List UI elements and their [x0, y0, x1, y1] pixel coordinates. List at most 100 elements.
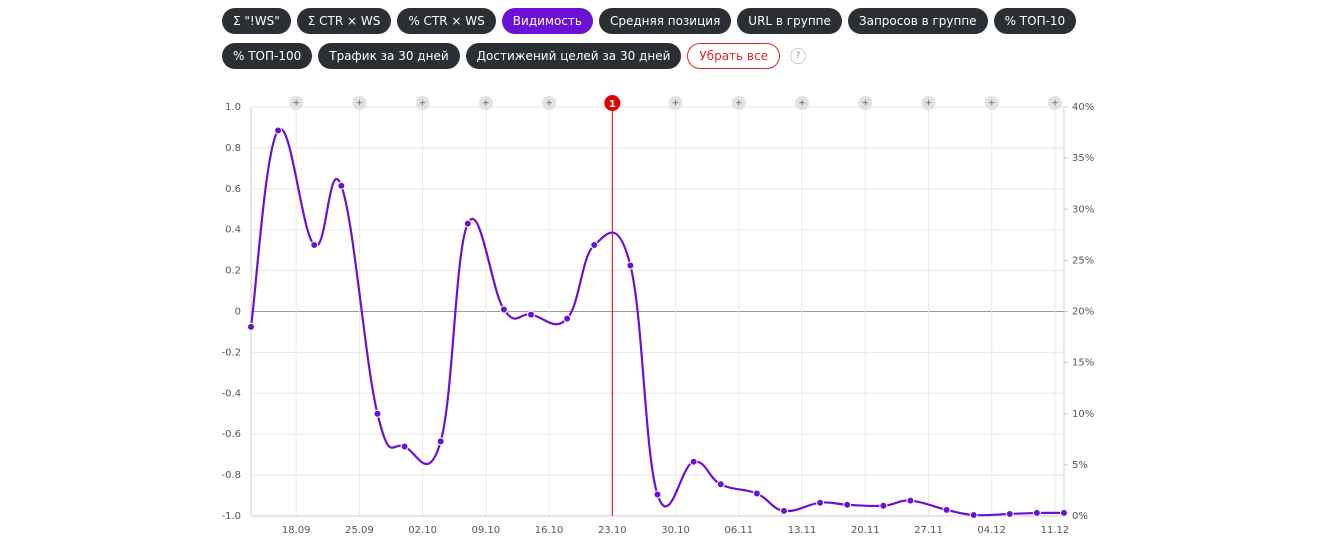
add-annotation-plus: + — [988, 99, 996, 109]
y2-tick-label: 35% — [1072, 153, 1094, 164]
data-point — [906, 496, 915, 505]
data-point — [626, 261, 635, 270]
x-tick-label: 23.10 — [598, 525, 627, 536]
add-annotation-icon — [478, 96, 493, 110]
data-point — [247, 322, 255, 331]
y-tick-label: 1.0 — [225, 102, 241, 113]
add-annotation-icon — [1047, 96, 1062, 110]
y2-tick-label: 5% — [1072, 460, 1088, 471]
metric-button[interactable]: % ТОП-10 — [993, 8, 1077, 34]
annotation-label: 1 — [609, 99, 616, 110]
x-tick-label: 27.11 — [914, 525, 943, 536]
data-point — [716, 480, 725, 489]
metric-button[interactable]: Σ CTR × WS — [296, 8, 392, 34]
data-point — [499, 305, 508, 314]
x-tick-label: 20.11 — [851, 525, 880, 536]
data-point — [752, 489, 761, 498]
add-annotation-icon — [542, 96, 557, 110]
add-annotation-icon — [795, 96, 810, 110]
add-annotation-icon — [921, 96, 936, 110]
data-point — [969, 510, 978, 519]
data-point — [816, 498, 825, 507]
annotation-badge — [604, 95, 621, 111]
y-tick-label: -1.0 — [221, 511, 241, 522]
data-point — [436, 437, 445, 446]
data-point — [527, 310, 536, 319]
y-tick-label: -0.4 — [221, 388, 241, 399]
metric-button[interactable]: Запросов в группе — [847, 8, 988, 34]
y-tick-label: -0.6 — [221, 429, 241, 440]
add-annotation-plus: + — [292, 99, 300, 109]
add-annotation-icon — [668, 96, 683, 110]
y-tick-label: 0 — [235, 307, 241, 318]
data-point — [942, 505, 951, 514]
add-annotation-icon — [289, 96, 304, 110]
add-annotation-plus: + — [482, 99, 490, 109]
metric-button[interactable]: Трафик за 30 дней — [318, 43, 460, 69]
metric-button[interactable]: Достижений целей за 30 дней — [465, 43, 682, 69]
x-tick-label: 25.09 — [345, 525, 374, 536]
metric-button[interactable]: Средняя позиция — [598, 8, 732, 34]
data-point — [1060, 508, 1068, 517]
series-line — [249, 127, 1065, 517]
add-annotation-plus: + — [735, 99, 743, 109]
y-tick-label: -0.2 — [221, 347, 241, 358]
add-annotation-plus: + — [798, 99, 806, 109]
add-annotation-plus: + — [1051, 99, 1059, 109]
add-annotation-plus: + — [356, 99, 364, 109]
y2-tick-label: 40% — [1072, 102, 1094, 113]
y2-tick-label: 15% — [1072, 358, 1094, 369]
data-point — [310, 241, 319, 250]
add-annotation-icon — [731, 96, 746, 110]
data-point — [689, 457, 698, 466]
y2-tick-label: 30% — [1072, 204, 1094, 215]
metric-button[interactable]: % ТОП-100 — [222, 43, 313, 69]
add-annotation-plus: + — [861, 99, 869, 109]
x-tick-label: 11.12 — [1041, 525, 1070, 536]
x-tick-label: 18.09 — [282, 525, 311, 536]
y-tick-label: 0.6 — [225, 184, 241, 195]
x-tick-label: 30.10 — [661, 525, 690, 536]
metric-button[interactable]: Σ "!WS" — [222, 8, 291, 34]
y2-tick-label: 0% — [1072, 511, 1088, 522]
y2-tick-label: 25% — [1072, 255, 1094, 266]
data-point — [843, 500, 852, 509]
x-tick-label: 04.12 — [977, 525, 1006, 536]
data-point — [274, 126, 283, 135]
help-icon[interactable]: ? — [790, 48, 806, 64]
metric-button[interactable]: Видимость — [501, 8, 593, 34]
data-point — [1032, 508, 1041, 517]
data-point — [373, 409, 382, 418]
data-point — [337, 181, 346, 190]
x-tick-label: 02.10 — [408, 525, 437, 536]
y-tick-label: 0.4 — [225, 225, 241, 236]
add-annotation-icon — [858, 96, 873, 110]
add-annotation-plus: + — [545, 99, 553, 109]
add-annotation-icon — [415, 96, 430, 110]
add-annotation-plus: + — [419, 99, 427, 109]
add-annotation-plus: + — [925, 99, 933, 109]
data-point — [653, 490, 662, 499]
y-tick-label: 0.2 — [225, 266, 241, 277]
data-point — [463, 219, 472, 228]
metric-button[interactable]: % CTR × WS — [397, 8, 496, 34]
x-tick-label: 09.10 — [472, 525, 501, 536]
y2-tick-label: 20% — [1072, 307, 1094, 318]
data-point — [563, 314, 572, 323]
data-point — [400, 442, 409, 451]
metric-buttons: Σ "!WS" Σ CTR × WS% CTR × WS Видимость Сред… — [222, 8, 1082, 69]
y-tick-label: 0.8 — [225, 143, 241, 154]
add-annotation-icon — [352, 96, 367, 110]
data-point — [779, 506, 788, 515]
data-point — [590, 241, 599, 250]
add-annotation-plus: + — [672, 99, 680, 109]
data-point — [879, 501, 888, 510]
add-annotation-icon — [984, 96, 999, 110]
y-tick-label: -0.8 — [221, 470, 241, 481]
clear-button[interactable]: Убрать все — [687, 43, 780, 69]
metric-button[interactable]: URL в группе — [737, 8, 842, 34]
data-point — [1005, 509, 1014, 518]
y2-tick-label: 10% — [1072, 409, 1094, 420]
